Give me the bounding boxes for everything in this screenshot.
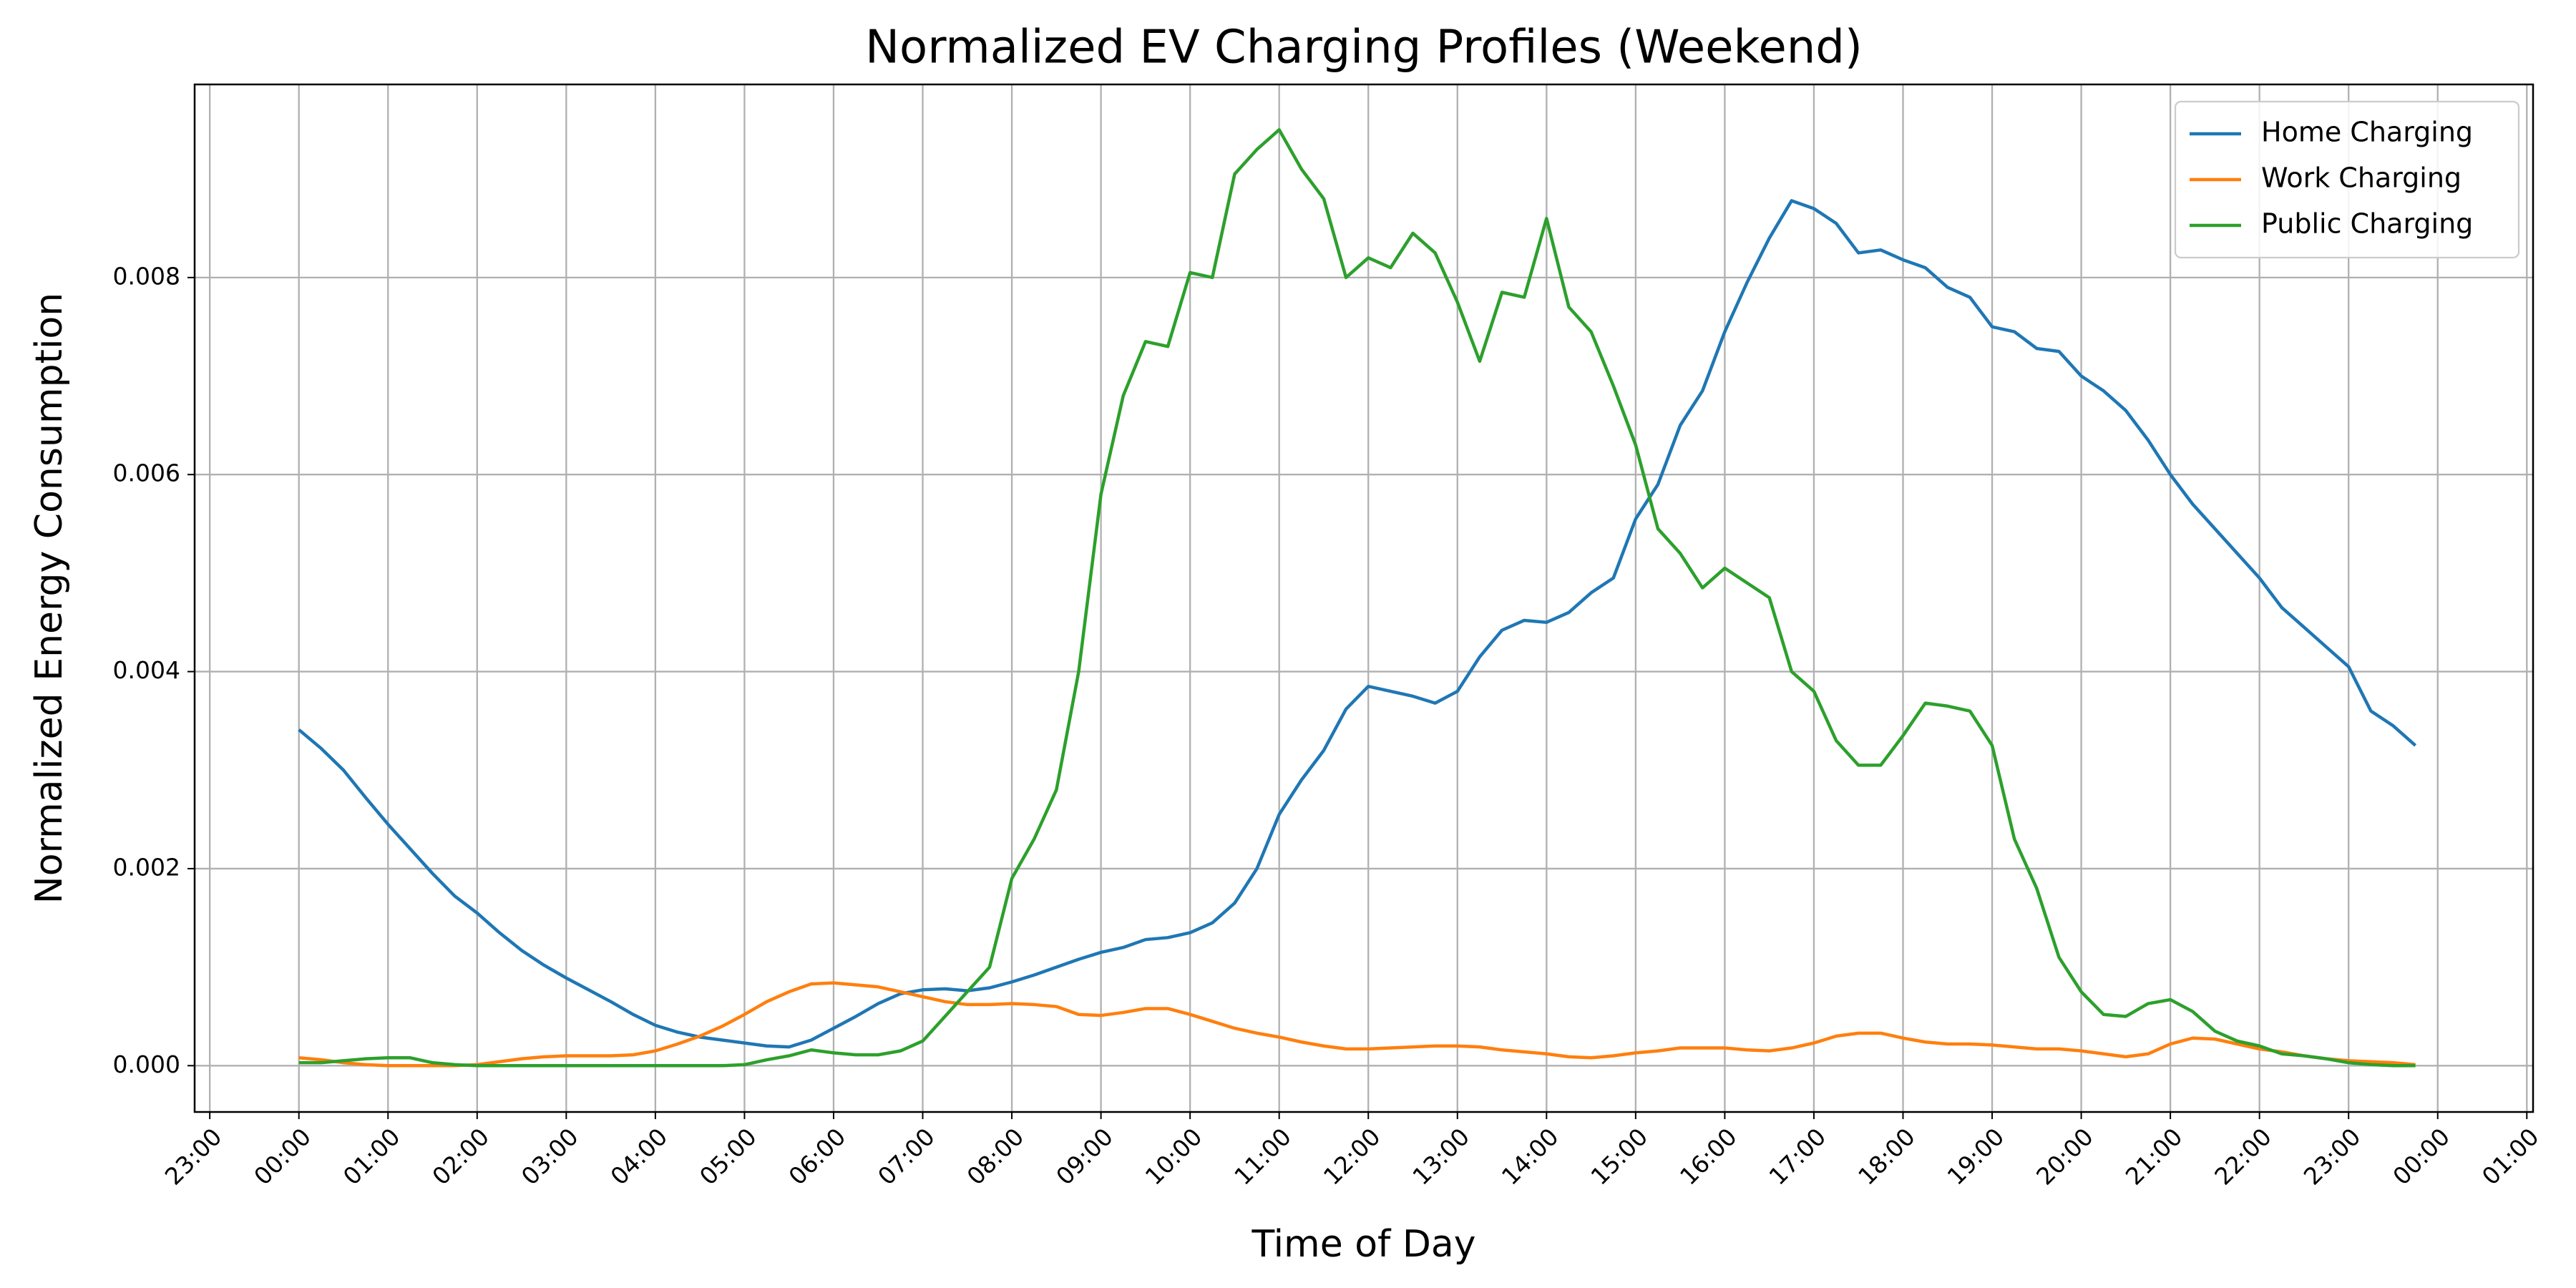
y-tick-label: 0.004 [113,656,180,684]
y-tick-label: 0.002 [113,853,180,881]
y-tick-label: 0.000 [113,1050,180,1078]
x-axis-label: Time of Day [1251,1223,1475,1266]
legend-label: Public Charging [2261,208,2473,240]
y-tick-label: 0.006 [113,459,180,487]
series-line [298,199,2417,1049]
series-line [298,128,2416,1068]
y-tick-label: 0.008 [113,262,180,290]
legend: Home Charging Work Charging Public Chargin… [2174,100,2520,259]
chart-title: Normalized EV Charging Profiles (Weekend… [865,21,1863,74]
series-line [298,981,2416,1068]
legend-box [2174,100,2520,259]
plot-frame [193,83,2534,1113]
legend-label: Work Charging [2261,162,2462,194]
y-axis-label: Normalized Energy Consumption [28,293,71,904]
legend-label: Home Charging [2261,117,2473,148]
